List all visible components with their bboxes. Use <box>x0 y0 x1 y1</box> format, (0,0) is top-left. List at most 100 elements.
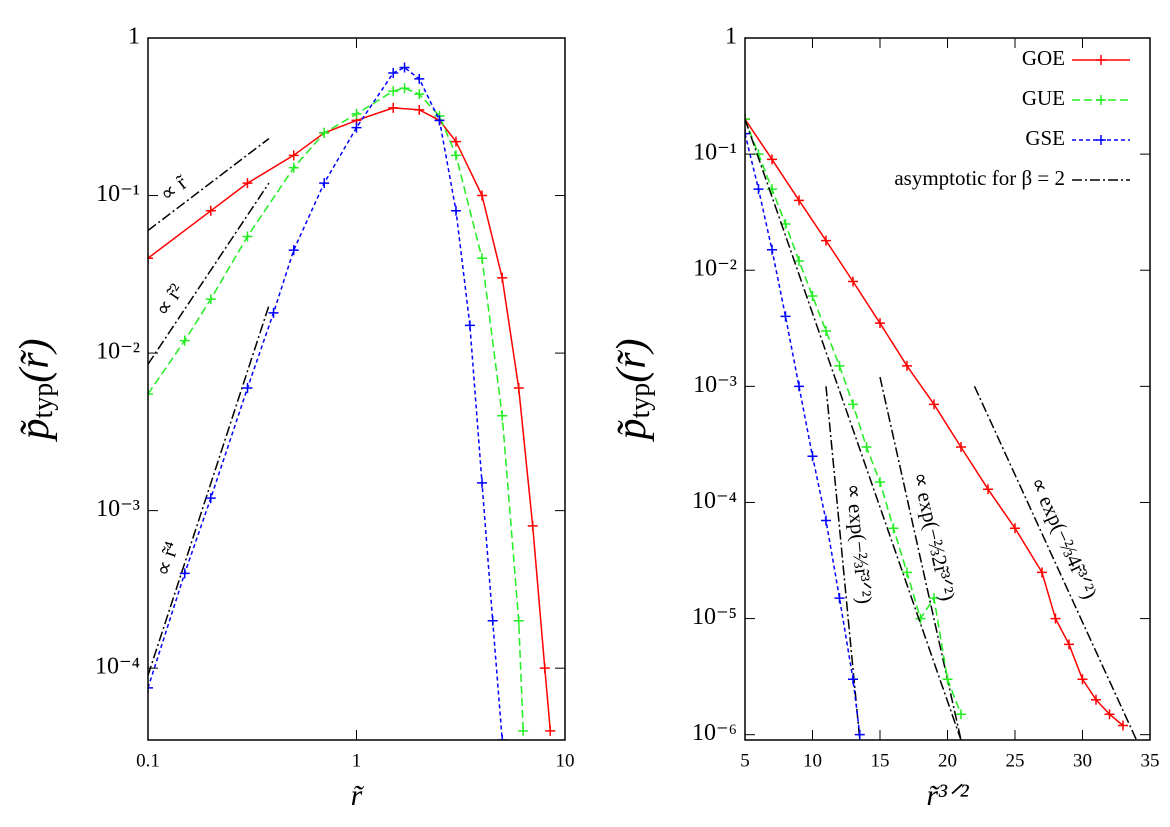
point <box>179 335 190 346</box>
point <box>902 360 912 371</box>
point <box>1050 613 1061 624</box>
x-tick-label: 10 <box>556 750 575 771</box>
x-axis-label: r̃ <box>351 779 365 812</box>
point <box>450 136 461 147</box>
series-line <box>745 118 962 715</box>
point <box>821 515 831 526</box>
point <box>450 205 461 216</box>
point <box>242 383 253 394</box>
point <box>414 73 425 84</box>
guide-line <box>148 138 270 232</box>
point <box>767 244 777 255</box>
guide-label: ∝ r̃⁴ <box>150 539 184 579</box>
x-tick-label: 10 <box>803 750 822 771</box>
series-line <box>148 87 524 731</box>
point <box>388 86 399 97</box>
y-tick-label: 10⁻⁵ <box>692 604 737 630</box>
y-tick-label: 10⁻⁶ <box>692 720 737 746</box>
series-line <box>745 118 962 740</box>
x-axis-label: r̃³ᐟ² <box>926 779 969 812</box>
plot-area <box>148 62 556 740</box>
legend-label: GSE <box>1025 126 1065 150</box>
y-axis-label-part: typ <box>625 383 656 419</box>
point <box>1118 720 1128 731</box>
point <box>545 725 556 736</box>
point <box>205 294 216 305</box>
point <box>242 178 253 189</box>
point <box>888 523 899 534</box>
point <box>956 709 966 720</box>
y-tick-label: 10⁻³ <box>693 372 737 398</box>
y-axis-label-part: typ <box>28 383 59 419</box>
point <box>780 311 791 322</box>
point <box>1091 694 1101 705</box>
point <box>414 89 425 100</box>
point <box>414 104 425 115</box>
point <box>767 154 777 165</box>
y-tick-label: 10⁻² <box>96 339 140 365</box>
point <box>929 593 939 604</box>
point <box>477 253 488 264</box>
point <box>861 442 872 453</box>
x-tick-label: 30 <box>1073 750 1092 771</box>
point <box>319 178 330 189</box>
point <box>794 256 804 267</box>
point <box>148 253 153 264</box>
point <box>1077 674 1088 685</box>
point <box>1010 523 1020 534</box>
legend-marker <box>1096 135 1106 145</box>
point <box>794 195 804 206</box>
point <box>915 613 926 624</box>
point <box>399 62 410 73</box>
guide-label: ∝ r̃ <box>155 170 192 206</box>
legend-marker <box>1096 55 1106 65</box>
guide-label: ∝ exp(−⅔r̃³ᐟ²) <box>842 483 877 605</box>
point <box>513 615 524 626</box>
guide-line <box>148 305 270 676</box>
point <box>848 276 858 287</box>
point <box>854 729 865 740</box>
point <box>450 150 461 161</box>
x-tick-label: 35 <box>1141 750 1160 771</box>
plot-area <box>745 114 1138 740</box>
point <box>821 325 831 336</box>
point <box>388 67 399 78</box>
x-tick-label: 15 <box>871 750 890 771</box>
point <box>929 399 939 410</box>
point <box>513 383 524 394</box>
point <box>983 484 993 495</box>
y-axis-label-part: (r̃) <box>609 338 655 382</box>
legend-label: GUE <box>1022 86 1065 110</box>
point <box>834 593 845 604</box>
point <box>745 114 750 125</box>
x-tick-label: 0.1 <box>136 750 160 771</box>
series-line <box>745 118 1124 727</box>
point <box>848 399 858 410</box>
point <box>1037 567 1047 578</box>
y-axis-label-part: p̃ <box>12 419 58 443</box>
y-tick-label: 10⁻¹ <box>693 140 737 166</box>
point <box>497 735 508 740</box>
point <box>497 410 508 421</box>
point <box>434 115 445 126</box>
series-line <box>148 66 503 740</box>
x-tick-label: 5 <box>740 750 750 771</box>
y-tick-label: 1 <box>128 24 140 50</box>
legend-marker <box>1096 95 1106 105</box>
point <box>497 272 508 283</box>
point <box>767 184 777 195</box>
point <box>288 162 299 173</box>
point <box>527 520 538 531</box>
y-tick-label: 10⁻¹ <box>96 181 140 207</box>
point <box>834 360 845 371</box>
x-tick-label: 25 <box>1006 750 1025 771</box>
point <box>179 568 190 579</box>
point <box>518 725 529 736</box>
y-axis-label: p̃typ(r̃) <box>609 338 657 442</box>
point <box>477 477 488 488</box>
point <box>875 477 885 488</box>
guide-line <box>148 182 270 365</box>
point <box>148 388 153 399</box>
point <box>351 122 362 133</box>
